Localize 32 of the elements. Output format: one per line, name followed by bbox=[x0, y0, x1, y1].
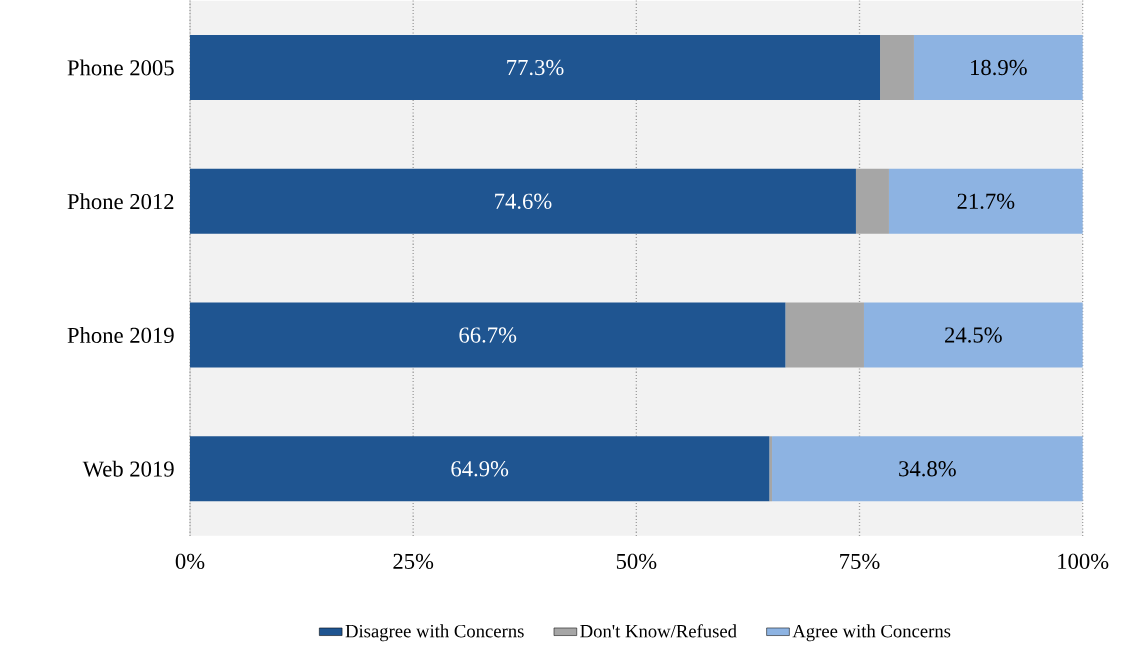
data-label: 18.9% bbox=[971, 60, 1027, 76]
y-tick-label: Phone 2019 bbox=[67, 327, 174, 344]
bar bbox=[190, 35, 881, 101]
legend-label: Agree with Concerns bbox=[792, 624, 951, 642]
data-label: 77.3% bbox=[507, 60, 564, 76]
y-tick-label: Phone 2005 bbox=[67, 59, 174, 76]
data-label: 66.7% bbox=[459, 327, 517, 343]
y-tick-label: Phone 2012 bbox=[67, 193, 174, 210]
x-tick-label: 50% bbox=[616, 553, 657, 570]
legend-label: Don't Know/Refused bbox=[580, 624, 737, 638]
x-tick-label: 100% bbox=[1058, 553, 1109, 570]
x-tick-label: 0% bbox=[175, 553, 205, 570]
bar bbox=[880, 35, 914, 101]
y-tick-label: Web 2019 bbox=[82, 460, 174, 477]
x-tick-label: 75% bbox=[840, 553, 880, 570]
data-label: 64.9% bbox=[451, 461, 509, 477]
data-label: 21.7% bbox=[957, 193, 1015, 210]
bar bbox=[772, 436, 1083, 502]
bar bbox=[863, 302, 1083, 368]
data-label: 74.6% bbox=[495, 193, 552, 210]
data-label: 24.5% bbox=[945, 327, 1002, 343]
bar bbox=[855, 168, 889, 234]
bar bbox=[913, 35, 1083, 101]
legend-label: Disagree with Concerns bbox=[345, 624, 524, 642]
bar bbox=[190, 436, 770, 502]
bar bbox=[190, 168, 856, 234]
data-label: 34.8% bbox=[899, 461, 956, 477]
x-tick-label: 25% bbox=[393, 553, 434, 570]
bar bbox=[888, 168, 1083, 234]
bar bbox=[785, 302, 864, 368]
bar bbox=[190, 302, 786, 368]
bar bbox=[769, 436, 773, 502]
